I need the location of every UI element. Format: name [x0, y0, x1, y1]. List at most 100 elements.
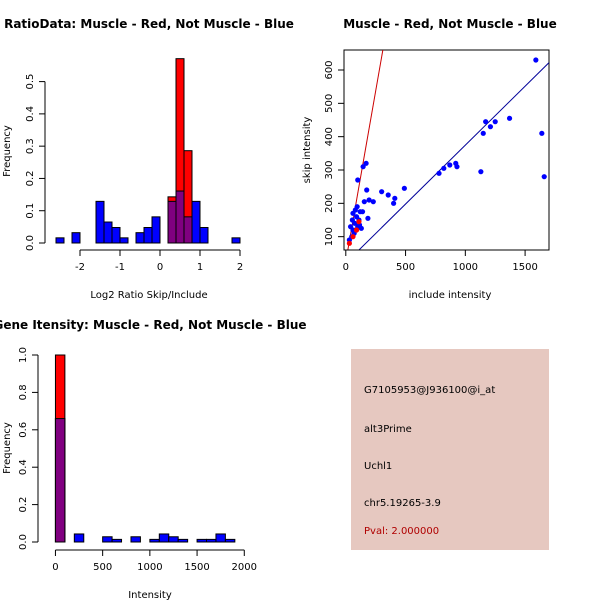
chart-title: RatioData: Muscle - Red, Not Muscle - Bl…: [4, 17, 294, 31]
probe-id: G7105953@J936100@i_at: [364, 385, 496, 396]
point-not-muscle: [364, 187, 370, 193]
bar-not-muscle: [102, 536, 113, 543]
chart-2: Muscle - Red, Not Muscle - Blue include i…: [302, 17, 557, 301]
y-tick-label: 600: [324, 60, 335, 79]
bar-not-muscle: [149, 538, 160, 543]
y-tick-label: 0.1: [25, 203, 36, 219]
point-muscle: [346, 240, 352, 246]
point-not-muscle: [391, 200, 397, 206]
bar-overlap: [183, 216, 193, 244]
point-muscle: [350, 234, 356, 240]
x-tick-label: 0: [52, 562, 58, 573]
x-tick-label: 0: [157, 262, 163, 273]
bar-not-muscle: [111, 227, 121, 244]
chart-1: RatioData: Muscle - Red, Not Muscle - Bl…: [2, 17, 294, 301]
bar-not-muscle: [206, 538, 217, 543]
point-not-muscle: [436, 170, 442, 176]
x-tick-label: 0: [343, 262, 349, 273]
point-not-muscle: [441, 165, 447, 171]
bar-not-muscle: [111, 538, 123, 543]
x-tick-label: 1000: [137, 562, 162, 573]
point-not-muscle: [379, 189, 385, 195]
x-tick-label: -2: [75, 262, 85, 273]
x-axis-label: include intensity: [409, 290, 492, 301]
y-tick-label: 0.4: [18, 459, 29, 475]
point-not-muscle: [392, 195, 398, 201]
y-axis-label: Frequency: [2, 125, 13, 177]
point-not-muscle: [541, 174, 547, 180]
y-tick-label: 300: [324, 160, 335, 179]
y-axis-label: skip intensity: [302, 117, 313, 184]
point-not-muscle: [454, 164, 460, 170]
y-tick-label: 0.0: [18, 534, 29, 550]
point-not-muscle: [447, 162, 453, 168]
y-axis-label: Frequency: [2, 422, 13, 474]
point-not-muscle: [360, 164, 366, 170]
x-tick-label: 1: [197, 262, 203, 273]
bar-overlap: [175, 190, 185, 244]
point-not-muscle: [355, 177, 361, 183]
point-muscle: [356, 219, 362, 225]
chart-title: Muscle - Red, Not Muscle - Blue: [343, 17, 557, 31]
gene-info-panel: G7105953@J936100@i_at alt3Prime Uchl1 ch…: [351, 349, 549, 550]
bar-not-muscle: [224, 538, 236, 543]
y-tick-label: 0.3: [25, 138, 36, 154]
y-tick-label: 200: [324, 194, 335, 213]
bar-not-muscle: [199, 227, 209, 244]
chart-title: Gene Itensity: Muscle - Red, Not Muscle …: [0, 318, 307, 332]
x-tick-label: 2000: [232, 562, 257, 573]
x-tick-label: 2: [237, 262, 243, 273]
y-tick-label: 0.0: [25, 235, 36, 251]
point-not-muscle: [492, 119, 498, 125]
point-not-muscle: [487, 124, 494, 130]
p-value: Pval: 2.000000: [364, 526, 440, 537]
y-tick-label: 0.5: [25, 74, 36, 90]
point-not-muscle: [363, 160, 369, 166]
point-not-muscle: [480, 130, 486, 136]
x-axis-label: Intensity: [128, 590, 172, 600]
point-not-muscle: [483, 119, 489, 125]
y-tick-label: 0.6: [18, 422, 29, 438]
bar-not-muscle: [177, 538, 189, 543]
bar-not-muscle: [130, 536, 141, 543]
point-not-muscle: [352, 220, 358, 226]
point-not-muscle: [478, 169, 484, 175]
fit-line: [347, 50, 384, 250]
point-not-muscle: [506, 115, 513, 121]
point-not-muscle: [354, 204, 360, 210]
bar-not-muscle: [231, 237, 241, 244]
x-tick-label: 1500: [184, 562, 209, 573]
plot-frame: [343, 49, 550, 251]
bar-not-muscle: [143, 227, 153, 244]
point-not-muscle: [539, 130, 545, 136]
chart-3: Gene Itensity: Muscle - Red, Not Muscle …: [0, 318, 307, 600]
y-tick-label: 1.0: [18, 347, 29, 363]
bar-overlap: [54, 418, 66, 543]
x-tick-label: 500: [396, 262, 415, 273]
point-not-muscle: [358, 225, 364, 231]
bar-not-muscle: [196, 538, 208, 543]
bar-overlap: [167, 200, 177, 244]
y-tick-label: 0.2: [18, 497, 29, 513]
bar-not-muscle: [191, 200, 201, 244]
x-axis-label: Log2 Ratio Skip/Include: [90, 290, 207, 301]
bar-not-muscle: [95, 200, 105, 244]
x-tick-label: -1: [115, 262, 125, 273]
bar-not-muscle: [158, 533, 170, 543]
point-not-muscle: [385, 192, 391, 198]
y-tick-label: 100: [324, 227, 335, 246]
fit-line: [358, 62, 549, 250]
y-tick-label: 500: [324, 94, 335, 113]
bar-not-muscle: [168, 536, 179, 543]
point-not-muscle: [359, 209, 366, 215]
bar-not-muscle: [135, 232, 145, 244]
bar-not-muscle: [119, 237, 129, 244]
point-not-muscle: [361, 199, 367, 205]
x-tick-label: 1500: [512, 262, 537, 273]
chromosome-location: chr5.19265-3.9: [364, 498, 441, 509]
y-tick-label: 0.4: [25, 106, 36, 122]
bar-not-muscle: [55, 237, 65, 244]
gene-symbol: Uchl1: [364, 461, 393, 472]
x-tick-label: 500: [93, 562, 112, 573]
